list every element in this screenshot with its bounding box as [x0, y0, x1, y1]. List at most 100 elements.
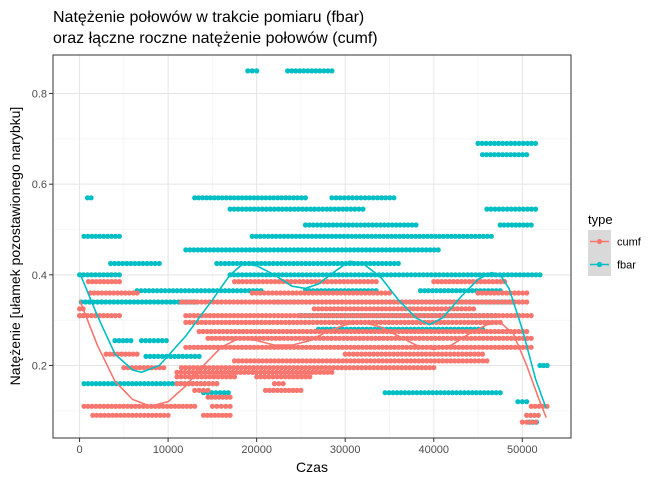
- data-point-cumf: [122, 290, 128, 296]
- data-point-cumf: [341, 335, 347, 341]
- data-point-fbar: [352, 206, 358, 212]
- data-point-cumf: [194, 381, 200, 387]
- data-point-cumf: [106, 412, 112, 418]
- data-point-fbar: [99, 299, 105, 305]
- data-point-fbar: [239, 206, 245, 212]
- data-point-cumf: [209, 403, 215, 409]
- data-point-cumf: [227, 344, 233, 350]
- data-point-fbar: [255, 272, 261, 278]
- data-point-cumf: [269, 335, 275, 341]
- data-point-fbar: [479, 140, 485, 146]
- data-point-cumf: [395, 306, 401, 312]
- data-point-fbar: [335, 247, 341, 253]
- data-point-cumf: [254, 374, 260, 380]
- data-point-cumf: [456, 344, 462, 350]
- data-point-cumf: [132, 403, 138, 409]
- data-point-cumf: [188, 403, 194, 409]
- data-point-cumf: [343, 365, 349, 371]
- data-point-cumf: [378, 351, 385, 357]
- data-point-cumf: [165, 412, 171, 418]
- data-point-fbar: [279, 195, 285, 201]
- data-point-fbar: [88, 272, 95, 278]
- data-point-cumf: [469, 319, 475, 325]
- data-point-cumf: [459, 306, 465, 312]
- data-point-fbar: [383, 195, 389, 201]
- data-point-cumf: [235, 313, 241, 319]
- data-point-cumf: [202, 365, 208, 371]
- data-point-cumf: [376, 335, 383, 341]
- data-point-cumf: [364, 328, 370, 335]
- data-point-cumf: [292, 279, 298, 285]
- data-point-fbar: [504, 152, 510, 158]
- data-point-fbar: [350, 195, 356, 201]
- data-point-cumf: [292, 358, 298, 364]
- data-point-fbar: [143, 299, 149, 305]
- data-point-fbar: [159, 353, 165, 359]
- data-point-cumf: [223, 374, 229, 380]
- data-point-fbar: [395, 260, 401, 267]
- data-point-fbar: [347, 247, 353, 253]
- data-point-cumf: [347, 365, 353, 371]
- data-point-cumf: [411, 306, 417, 312]
- data-point-fbar: [341, 195, 347, 201]
- data-point-fbar: [227, 206, 233, 212]
- data-point-fbar: [393, 222, 399, 228]
- data-point-cumf: [246, 365, 253, 371]
- data-point-fbar: [270, 260, 276, 267]
- data-point-fbar: [163, 338, 169, 344]
- data-point-fbar: [259, 247, 265, 253]
- data-point-cumf: [323, 299, 329, 305]
- data-point-fbar: [291, 247, 297, 253]
- data-point-fbar: [131, 299, 137, 305]
- data-point-cumf: [210, 369, 216, 375]
- data-point-cumf: [460, 358, 466, 364]
- data-point-fbar: [209, 390, 215, 396]
- data-point-cumf: [276, 279, 282, 285]
- data-point-cumf: [309, 369, 315, 375]
- data-point-fbar: [167, 299, 173, 305]
- data-point-cumf: [358, 351, 364, 357]
- data-point-cumf: [303, 365, 309, 371]
- y-tick-label: 0.2: [32, 360, 47, 372]
- data-point-fbar: [452, 233, 458, 239]
- data-point-cumf: [468, 313, 474, 319]
- data-point-fbar: [138, 288, 144, 294]
- data-point-cumf: [480, 344, 486, 350]
- data-point-cumf: [466, 279, 472, 285]
- data-point-fbar: [367, 247, 373, 253]
- data-point-cumf: [279, 313, 285, 319]
- data-point-cumf: [427, 365, 433, 371]
- data-point-cumf: [500, 344, 506, 350]
- data-point-cumf: [261, 335, 267, 341]
- data-point-fbar: [405, 222, 411, 228]
- data-point-cumf: [331, 306, 337, 312]
- data-point-cumf: [375, 365, 381, 371]
- data-point-fbar: [101, 233, 107, 239]
- data-point-fbar: [165, 381, 172, 387]
- data-point-fbar: [504, 140, 510, 146]
- data-point-fbar: [100, 272, 107, 278]
- data-point-cumf: [500, 299, 506, 305]
- data-point-cumf: [227, 319, 233, 325]
- data-point-cumf: [407, 365, 413, 371]
- data-point-cumf: [373, 279, 379, 285]
- data-point-cumf: [342, 351, 348, 357]
- data-point-fbar: [147, 353, 153, 359]
- data-point-cumf: [359, 313, 366, 319]
- data-point-cumf: [370, 319, 376, 325]
- data-point-cumf: [388, 344, 394, 350]
- data-point-cumf: [298, 290, 304, 296]
- data-point-fbar: [348, 272, 354, 278]
- data-point-cumf: [372, 328, 378, 335]
- data-point-cumf: [465, 319, 471, 325]
- data-point-cumf: [524, 313, 530, 319]
- data-point-cumf: [267, 299, 273, 305]
- data-point-cumf: [296, 279, 302, 285]
- data-point-cumf: [270, 319, 276, 325]
- data-point-fbar: [153, 381, 159, 387]
- data-point-cumf: [227, 394, 233, 400]
- data-point-fbar: [320, 272, 326, 278]
- data-point-cumf: [392, 335, 399, 341]
- data-point-cumf: [101, 403, 107, 409]
- data-point-cumf: [359, 365, 365, 371]
